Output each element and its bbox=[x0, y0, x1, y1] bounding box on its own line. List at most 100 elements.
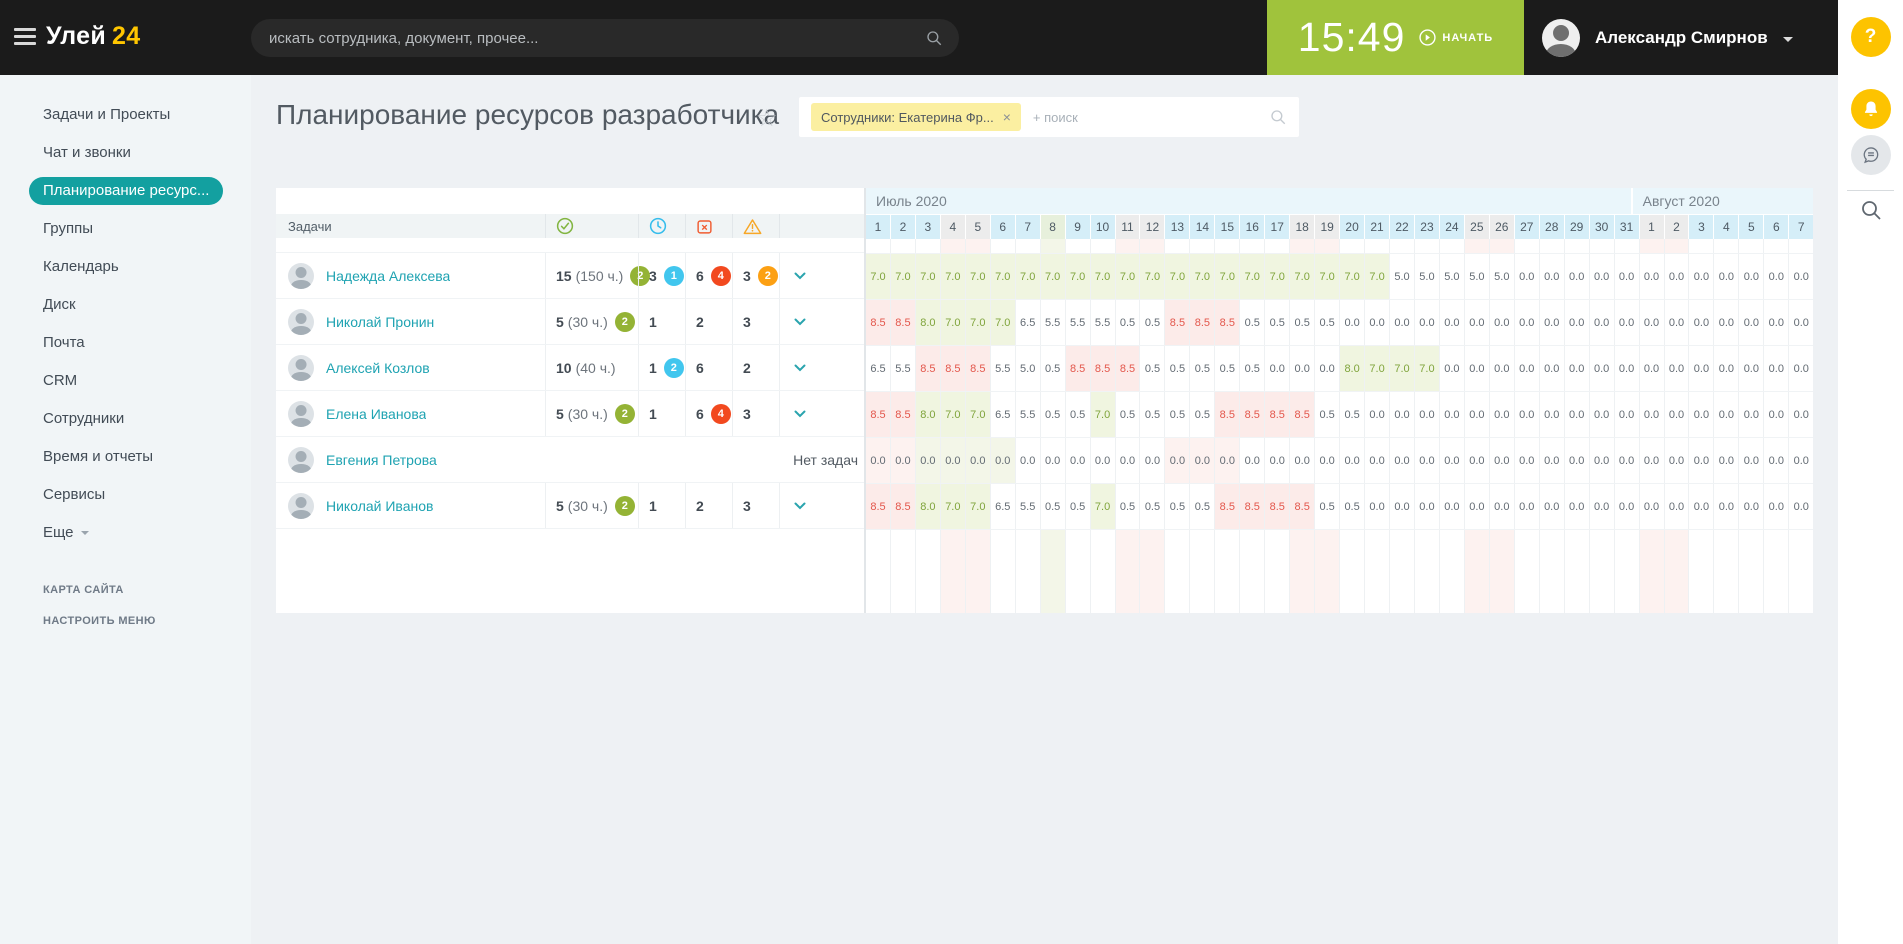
chevron-down-icon bbox=[794, 364, 806, 371]
messenger-icon[interactable] bbox=[1850, 135, 1891, 175]
sidebar-footer: КАРТА САЙТА НАСТРОИТЬ МЕНЮ bbox=[0, 575, 251, 637]
grid-strip-cell bbox=[1040, 239, 1066, 253]
capacity-cell: 7.0 bbox=[940, 484, 966, 529]
capacity-cell: 0.0 bbox=[965, 438, 991, 483]
sidebar-item[interactable]: Чат и звонки bbox=[0, 134, 251, 172]
capacity-cell: 8.5 bbox=[1215, 484, 1241, 529]
favorite-star-icon[interactable]: ☆ bbox=[756, 105, 778, 132]
capacity-cell: 0.0 bbox=[1615, 484, 1640, 529]
sidebar-item[interactable]: Планирование ресурс... bbox=[0, 172, 251, 210]
grid-strip-cell bbox=[1639, 239, 1665, 253]
attention-count: 2 bbox=[743, 359, 751, 376]
employee-link[interactable]: Николай Пронин bbox=[326, 313, 435, 330]
main-content: Планирование ресурсов разработчика ☆ Сот… bbox=[251, 75, 1838, 944]
employee-link[interactable]: Николай Иванов bbox=[326, 497, 434, 514]
grid-footer-cell bbox=[1265, 530, 1291, 613]
grid-strip-cell bbox=[1165, 239, 1191, 253]
sidebar-item[interactable]: CRM bbox=[0, 362, 251, 400]
tasks-header-cell: Задачи bbox=[276, 214, 545, 238]
grid-footer-cell bbox=[1215, 530, 1241, 613]
global-search-input[interactable] bbox=[267, 28, 925, 48]
employee-row: Надежда Алексева 15 (150 ч.) 2 3 1 6 4 3 2 bbox=[276, 252, 864, 298]
expand-row-button[interactable] bbox=[779, 391, 864, 436]
sidebar-item[interactable]: Сотрудники bbox=[0, 400, 251, 438]
grid-footer-cell bbox=[1515, 530, 1540, 613]
capacity-cell: 0.0 bbox=[1440, 484, 1465, 529]
filter-search-icon[interactable] bbox=[1269, 108, 1287, 126]
hamburger-menu-icon[interactable] bbox=[14, 28, 36, 49]
user-avatar[interactable] bbox=[1542, 18, 1580, 57]
tasks-count-cell: 5 (30 ч.) 2 bbox=[545, 391, 638, 436]
capacity-cell: 0.0 bbox=[1615, 254, 1640, 299]
tasks-hours: (30 ч.) bbox=[567, 497, 608, 514]
completed-check-icon bbox=[556, 217, 574, 235]
filter-chip[interactable]: Сотрудники: Екатерина Фр... × bbox=[811, 103, 1021, 131]
capacity-cell: 0.0 bbox=[1240, 438, 1266, 483]
user-menu[interactable]: Александр Смирнов bbox=[1542, 0, 1793, 75]
sidebar-footer-link[interactable]: КАРТА САЙТА bbox=[43, 584, 124, 596]
employee-link[interactable]: Евгения Петрова bbox=[326, 451, 437, 468]
capacity-cell: 0.0 bbox=[1689, 484, 1715, 529]
grid-strip-cell bbox=[1615, 239, 1640, 253]
capacity-row: 8.5 8.5 8.0 7.0 7.0 6.5 5.5 0.5 0.5 7.0 0.5 0.5 0.5 0… bbox=[866, 391, 1813, 437]
tasks-hours: (30 ч.) bbox=[567, 313, 608, 330]
count-badge: 2 bbox=[630, 265, 651, 286]
capacity-cell: 0.0 bbox=[1565, 300, 1590, 345]
filter-search-input[interactable] bbox=[1030, 108, 1269, 126]
overdue-count: 6 bbox=[696, 405, 704, 422]
capacity-cell: 7.0 bbox=[990, 300, 1016, 345]
sidebar-item-label: Время и отчеты bbox=[43, 448, 154, 465]
sidebar-item[interactable]: Еще bbox=[0, 514, 251, 552]
in-progress-cell: 1 bbox=[638, 391, 685, 436]
bell-icon[interactable] bbox=[1850, 89, 1891, 129]
rail-search-icon[interactable] bbox=[1859, 198, 1883, 227]
sidebar-item-label: Календарь bbox=[43, 258, 119, 275]
employee-link[interactable]: Надежда Алексева bbox=[326, 267, 451, 284]
app-logo[interactable]: Улей 24 bbox=[46, 22, 141, 50]
capacity-cell: 0.0 bbox=[1565, 254, 1590, 299]
sidebar-item[interactable]: Задачи и Проекты bbox=[0, 96, 251, 134]
capacity-cell: 0.0 bbox=[1615, 392, 1640, 437]
day-header-cell: 13 bbox=[1165, 215, 1191, 239]
start-workday-button[interactable]: НАЧАТЬ bbox=[1419, 29, 1493, 46]
capacity-cell: 0.0 bbox=[1415, 438, 1440, 483]
sidebar-item[interactable]: Сервисы bbox=[0, 476, 251, 514]
capacity-cell: 0.0 bbox=[915, 438, 941, 483]
expand-row-button[interactable] bbox=[779, 299, 864, 344]
sidebar-item[interactable]: Почта bbox=[0, 324, 251, 362]
grid-footer-cell bbox=[965, 530, 991, 613]
capacity-row: 8.5 8.5 8.0 7.0 7.0 6.5 5.5 0.5 0.5 7.0 0.5 0.5 0.5 0… bbox=[866, 483, 1813, 529]
capacity-cell: 0.0 bbox=[1490, 346, 1515, 391]
employee-link[interactable]: Елена Иванова bbox=[326, 405, 427, 422]
sidebar-item[interactable]: Календарь bbox=[0, 248, 251, 286]
sidebar-item[interactable]: Группы bbox=[0, 210, 251, 248]
search-icon[interactable] bbox=[925, 29, 943, 47]
chevron-down-icon bbox=[794, 410, 806, 417]
capacity-cell: 0.0 bbox=[1340, 438, 1366, 483]
grid-footer-cell bbox=[866, 530, 891, 613]
help-icon[interactable]: ? bbox=[1850, 17, 1891, 57]
grid-footer-cell bbox=[1489, 530, 1515, 613]
month-header-row: Июль 2020 Август 2020 bbox=[866, 188, 1813, 215]
resource-planner-table: Задачи Надежда Алексева bbox=[276, 188, 1814, 613]
sidebar-item[interactable]: Диск bbox=[0, 286, 251, 324]
sidebar-footer-link[interactable]: НАСТРОИТЬ МЕНЮ bbox=[43, 615, 156, 627]
capacity-cell: 0.0 bbox=[1515, 438, 1540, 483]
capacity-cell: 0.0 bbox=[940, 438, 966, 483]
sidebar-item[interactable]: Время и отчеты bbox=[0, 438, 251, 476]
capacity-cell: 0.0 bbox=[1793, 362, 1809, 375]
capacity-cell: 8.5 bbox=[1265, 484, 1291, 529]
day-header-cell: 10 bbox=[1090, 215, 1116, 239]
expand-row-button[interactable] bbox=[779, 253, 864, 298]
chip-close-icon[interactable]: × bbox=[1002, 109, 1011, 125]
capacity-cell: 7.0 bbox=[1365, 254, 1391, 299]
capacity-cell: 8.0 bbox=[915, 300, 941, 345]
capacity-cell: 0.0 bbox=[1714, 392, 1740, 437]
in-progress-count: 3 bbox=[649, 267, 657, 284]
employee-link[interactable]: Алексей Козлов bbox=[326, 359, 430, 376]
expand-row-button[interactable] bbox=[779, 345, 864, 390]
capacity-cell: 6.5 bbox=[991, 392, 1016, 437]
employee-row: Николай Иванов 5 (30 ч.) 2 1 2 3 bbox=[276, 482, 864, 528]
expand-row-button[interactable] bbox=[779, 483, 864, 528]
